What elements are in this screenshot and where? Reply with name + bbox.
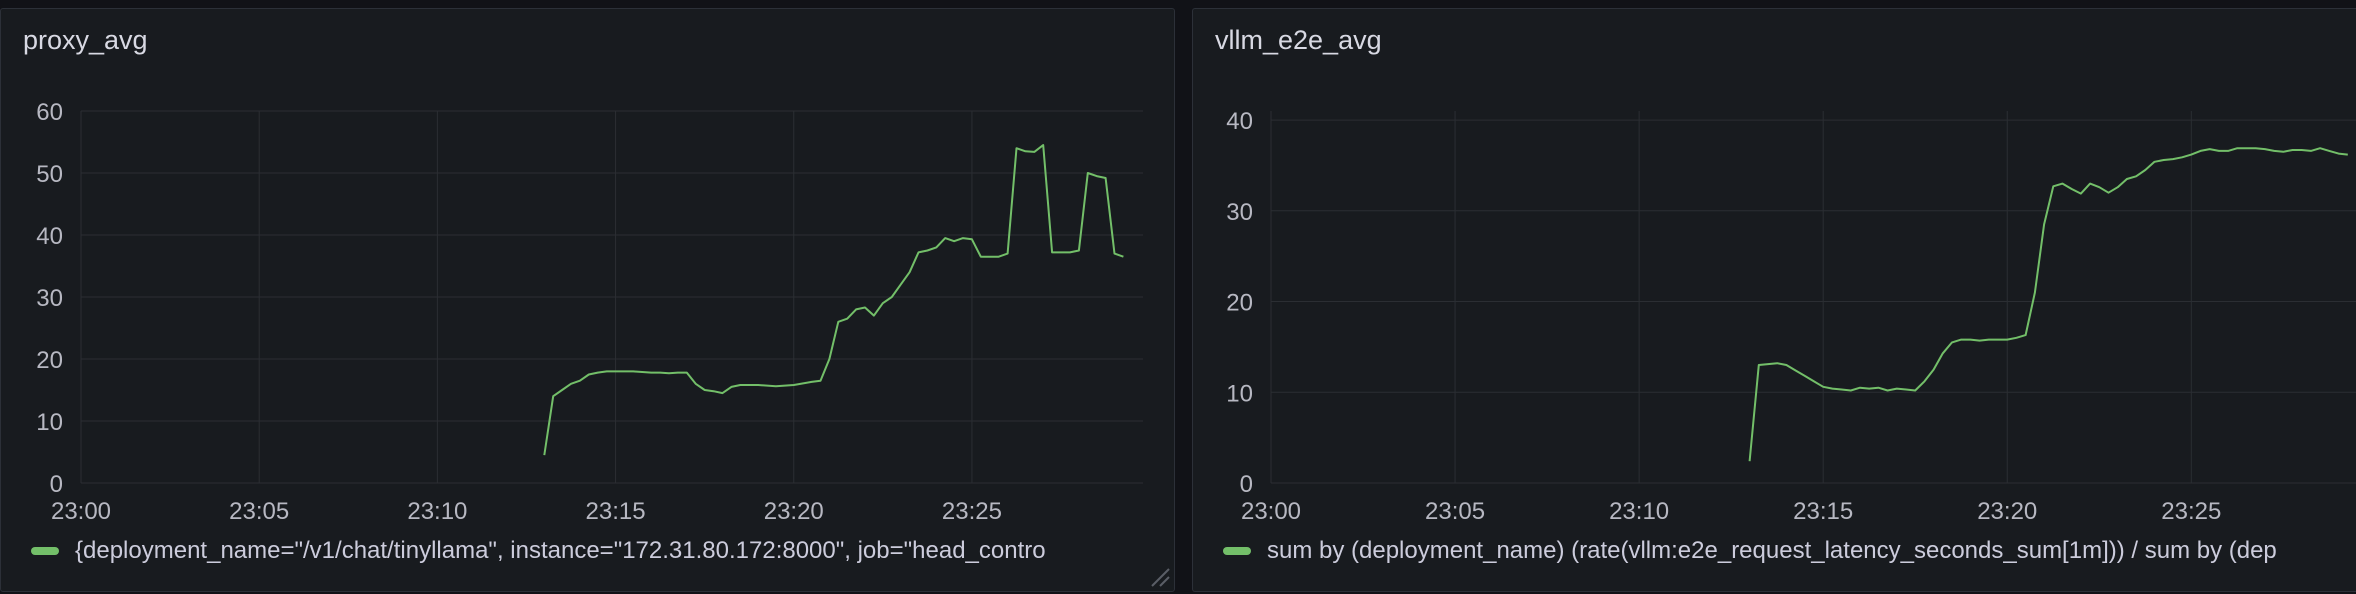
x-tick-label: 23:00 [51, 498, 111, 525]
x-tick-label: 23:05 [1425, 498, 1485, 525]
y-tick-label: 10 [36, 409, 63, 436]
y-tick-label: 50 [36, 161, 63, 188]
x-tick-label: 23:00 [1241, 498, 1301, 525]
y-tick-label: 10 [1226, 380, 1253, 407]
legend-item[interactable]: {deployment_name="/v1/chat/tinyllama", i… [31, 537, 1046, 565]
x-tick-label: 23:25 [2161, 498, 2221, 525]
y-tick-label: 40 [1226, 108, 1253, 135]
y-tick-label: 30 [1226, 199, 1253, 226]
y-tick-label: 0 [1240, 471, 1253, 498]
y-tick-label: 30 [36, 285, 63, 312]
y-tick-label: 60 [36, 99, 63, 126]
panel-vllm-e2e-avg[interactable]: vllm_e2e_avg 0 10 20 30 40 23:00 23:05 23:10 23:… [1192, 8, 2356, 592]
x-tick-label: 23:20 [1977, 498, 2037, 525]
legend-label[interactable]: {deployment_name="/v1/chat/tinyllama", i… [75, 537, 1046, 564]
legend-item[interactable]: sum by (deployment_name) (rate(vllm:e2e_… [1223, 537, 2277, 565]
chart-proxy-avg: 0 10 20 30 40 50 60 23:00 23:05 23:10 23:15 23:20 23… [36, 99, 1143, 525]
series-line [543, 144, 1124, 456]
x-tick-label: 23:25 [942, 498, 1002, 525]
x-tick-label: 23:05 [229, 498, 289, 525]
x-tick-label: 23:20 [764, 498, 824, 525]
chart-vllm-e2e-avg: 0 10 20 30 40 23:00 23:05 23:10 23:15 23:20 23:25 [1226, 108, 2356, 525]
x-tick-label: 23:10 [1609, 498, 1669, 525]
legend-color-swatch [31, 547, 59, 555]
x-tick-label: 23:10 [407, 498, 467, 525]
series-line [1748, 147, 2348, 462]
x-tick-label: 23:15 [586, 498, 646, 525]
legend-color-swatch [1223, 547, 1251, 555]
y-tick-label: 20 [1226, 290, 1253, 317]
panel-proxy-avg[interactable]: proxy_avg 0 10 20 30 40 50 60 23:00 23:05 23:10 23… [0, 8, 1175, 592]
y-tick-label: 0 [50, 471, 63, 498]
panel-title[interactable]: vllm_e2e_avg [1215, 25, 1382, 55]
y-tick-label: 40 [36, 223, 63, 250]
y-tick-label: 20 [36, 347, 63, 374]
legend-label[interactable]: sum by (deployment_name) (rate(vllm:e2e_… [1267, 537, 2277, 564]
resize-handle-icon[interactable] [1148, 565, 1170, 587]
panel-title[interactable]: proxy_avg [23, 25, 148, 55]
x-tick-label: 23:15 [1793, 498, 1853, 525]
